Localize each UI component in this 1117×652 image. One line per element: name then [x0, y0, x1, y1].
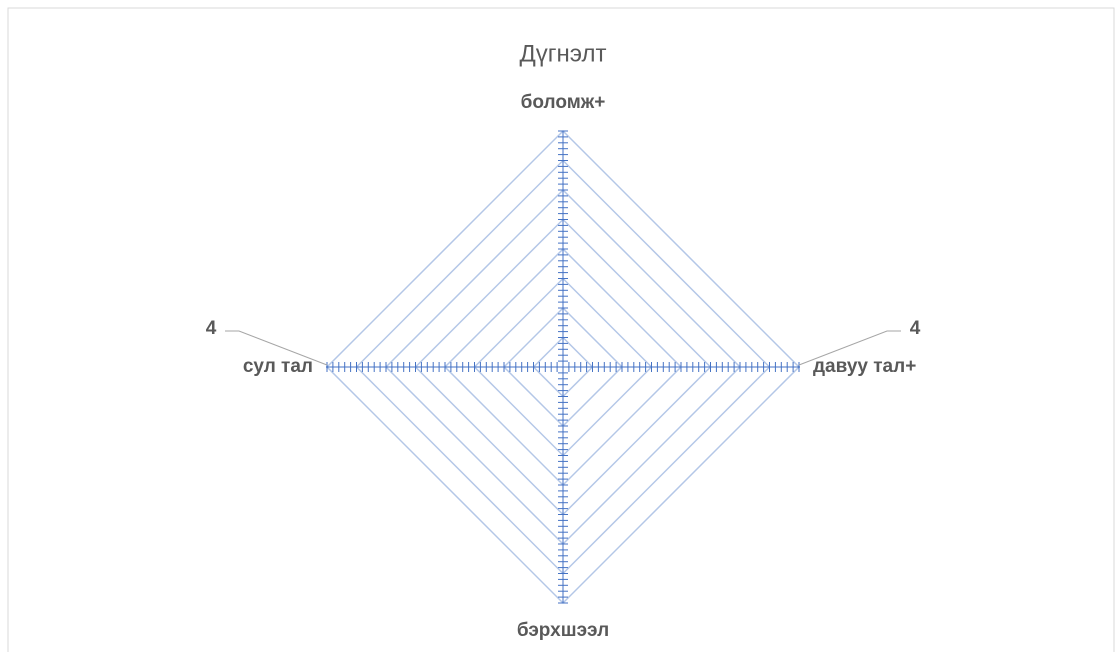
leader-line: [225, 330, 328, 366]
data-point: [798, 366, 800, 368]
category-label: сул тал: [243, 356, 313, 377]
leader-line: [798, 330, 901, 366]
data-point: [326, 366, 328, 368]
data-label: 4: [206, 318, 217, 339]
category-label: давуу тал+: [813, 356, 916, 377]
chart-area: [7, 7, 1115, 652]
category-label: боломж+: [521, 92, 606, 113]
chart-title: Дүгнэлт: [520, 40, 607, 67]
data-label: 4: [910, 318, 921, 339]
category-label: бэрхшээл: [517, 620, 609, 641]
